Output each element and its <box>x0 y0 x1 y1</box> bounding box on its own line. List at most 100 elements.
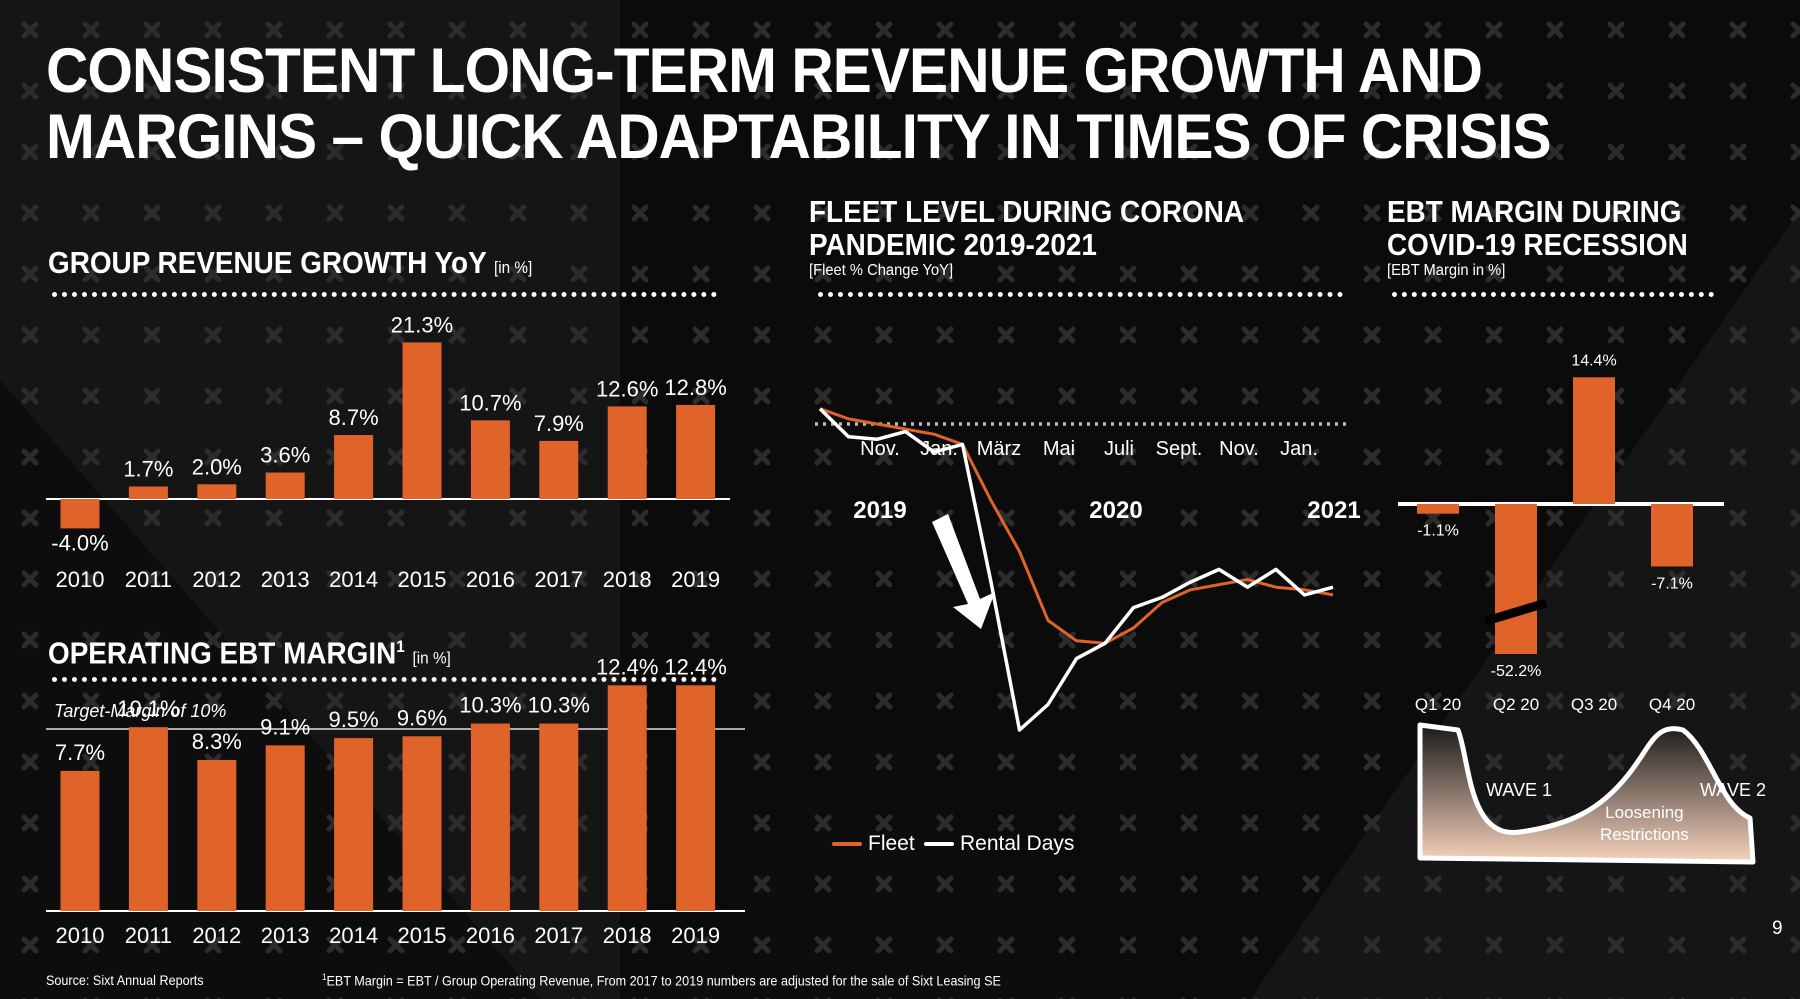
ebt-year-label: 2011 <box>125 923 172 948</box>
ebt-bar-2015 <box>402 736 442 911</box>
ebt-value-label: 10.3% <box>459 693 521 718</box>
ebt-value-label: 10.1% <box>117 696 179 721</box>
revenue-value-label: 2.0% <box>192 454 242 479</box>
revenue-year-label: 2011 <box>125 567 172 592</box>
covid-value-label: 14.4% <box>1571 352 1616 369</box>
ebt-year-label: 2017 <box>534 923 583 948</box>
ebt-year-label: 2012 <box>192 923 241 948</box>
revenue-value-label: -4.0% <box>51 530 108 555</box>
ebt-value-label: 10.3% <box>528 693 590 718</box>
ebt-year-label: 2014 <box>329 923 378 948</box>
revenue-bar-2019 <box>676 404 716 499</box>
footer-note-text: EBT Margin = EBT / Group Operating Reven… <box>326 972 1001 989</box>
revenue-title-text: GROUP REVENUE GROWTH YoY <box>48 245 487 280</box>
covid-quarter-label: Q1 20 <box>1415 695 1461 714</box>
covid-divider <box>1392 292 1714 297</box>
revenue-unit: [in %] <box>493 258 533 277</box>
revenue-year-label: 2012 <box>192 567 241 592</box>
revenue-year-label: 2018 <box>603 567 652 592</box>
legend-rental-days-label: Rental Days <box>960 832 1075 855</box>
fleet-x-tick-label: März <box>977 438 1021 460</box>
revenue-year-label: 2017 <box>534 567 583 592</box>
wave-2-label: WAVE 2 <box>1700 780 1767 800</box>
fleet-title-line-2: PANDEMIC 2019-2021 <box>809 227 1097 262</box>
ebt-bar-2017 <box>539 723 579 911</box>
legend-fleet-swatch <box>832 842 862 846</box>
covid-bar-Q2-20 <box>1495 504 1537 654</box>
revenue-value-label: 7.9% <box>534 411 584 436</box>
fleet-title-line-1: FLEET LEVEL DURING CORONA <box>809 194 1245 229</box>
revenue-year-label: 2013 <box>261 567 310 592</box>
covid-bar-Q4-20 <box>1651 504 1693 567</box>
revenue-bar-2016 <box>470 420 510 499</box>
covid-value-label: -52.2% <box>1491 663 1542 680</box>
ebt-title-text: OPERATING EBT MARGIN <box>48 635 397 671</box>
revenue-bar-2013 <box>265 472 305 499</box>
ebt-year-label: 2013 <box>261 923 310 948</box>
legend-rental-days-swatch <box>924 842 954 846</box>
ebt-year-label: 2019 <box>671 923 720 948</box>
decline-arrow-icon <box>932 514 995 629</box>
fleet-x-tick-label: Nov. <box>1219 438 1259 460</box>
ebt-year-label: 2010 <box>56 923 105 948</box>
covid-bar-Q3-20 <box>1573 377 1615 504</box>
fleet-section-title: FLEET LEVEL DURING CORONA PANDEMIC 2019-… <box>809 195 1244 261</box>
covid-bar-Q1-20 <box>1417 504 1459 514</box>
ebt-year-label: 2016 <box>466 923 515 948</box>
revenue-value-label: 12.8% <box>664 375 726 400</box>
covid-subtitle: [EBT Margin in %] <box>1387 262 1506 279</box>
target-margin-label: Target-Margin of 10% <box>54 701 227 721</box>
revenue-year-label: 2016 <box>466 567 515 592</box>
ebt-bar-2012 <box>197 759 237 911</box>
ebt-year-label: 2018 <box>603 923 652 948</box>
title-line-2: MARGINS – QUICK ADAPTABILITY IN TIMES OF… <box>46 102 1552 172</box>
loosening-line-1: Loosening <box>1605 803 1684 822</box>
revenue-divider <box>52 292 717 297</box>
revenue-section-title: GROUP REVENUE GROWTH YoY [in %] <box>48 246 532 284</box>
revenue-year-label: 2010 <box>56 567 105 592</box>
revenue-value-label: 12.6% <box>596 376 658 401</box>
ebt-bar-2014 <box>334 738 374 911</box>
ebt-value-label: 9.1% <box>260 714 310 739</box>
fleet-divider <box>818 292 1343 297</box>
waves-shape <box>1417 722 1756 865</box>
ebt-title-superscript: 1 <box>396 637 405 656</box>
fleet-subtitle: [Fleet % Change YoY] <box>809 262 954 279</box>
ebt-bar-2018 <box>607 685 647 911</box>
fleet-x-tick-label: Juli <box>1104 438 1134 460</box>
ebt-bar-2011 <box>128 727 168 911</box>
fleet-series-rental-days <box>818 407 1334 732</box>
revenue-value-label: 10.7% <box>459 390 521 415</box>
revenue-value-label: 8.7% <box>329 405 379 430</box>
covid-quarter-label: Q2 20 <box>1493 695 1539 714</box>
ebt-value-label: 8.3% <box>192 729 242 754</box>
ebt-bar-2016 <box>470 723 510 911</box>
revenue-value-label: 21.3% <box>391 312 453 337</box>
revenue-bar-2018 <box>607 406 647 499</box>
ebt-bar-2013 <box>265 745 305 911</box>
fleet-year-label: 2021 <box>1307 497 1360 524</box>
fleet-x-tick-label: Nov. <box>860 438 900 460</box>
loosening-restrictions-label: Loosening Restrictions <box>1600 802 1689 846</box>
footer-note: 1EBT Margin = EBT / Group Operating Reve… <box>322 972 1001 989</box>
wave-1-label: WAVE 1 <box>1486 780 1553 800</box>
footer-source: Source: Sixt Annual Reports <box>46 972 204 988</box>
fleet-x-tick-label: Mai <box>1043 438 1075 460</box>
fleet-year-label: 2020 <box>1089 497 1142 524</box>
ebt-unit: [in %] <box>412 648 451 668</box>
revenue-value-label: 1.7% <box>123 457 173 482</box>
ebt-bar-2019 <box>676 685 716 911</box>
revenue-year-label: 2015 <box>398 567 447 592</box>
revenue-bar-2017 <box>539 440 579 499</box>
revenue-year-label: 2014 <box>329 567 378 592</box>
ebt-value-label: 12.4% <box>664 654 726 679</box>
page-number: 9 <box>1772 918 1783 939</box>
page-title: CONSISTENT LONG-TERM REVENUE GROWTH AND … <box>46 38 1552 172</box>
revenue-bar-2011 <box>128 486 168 499</box>
covid-title-line-1: EBT MARGIN DURING <box>1387 194 1682 229</box>
